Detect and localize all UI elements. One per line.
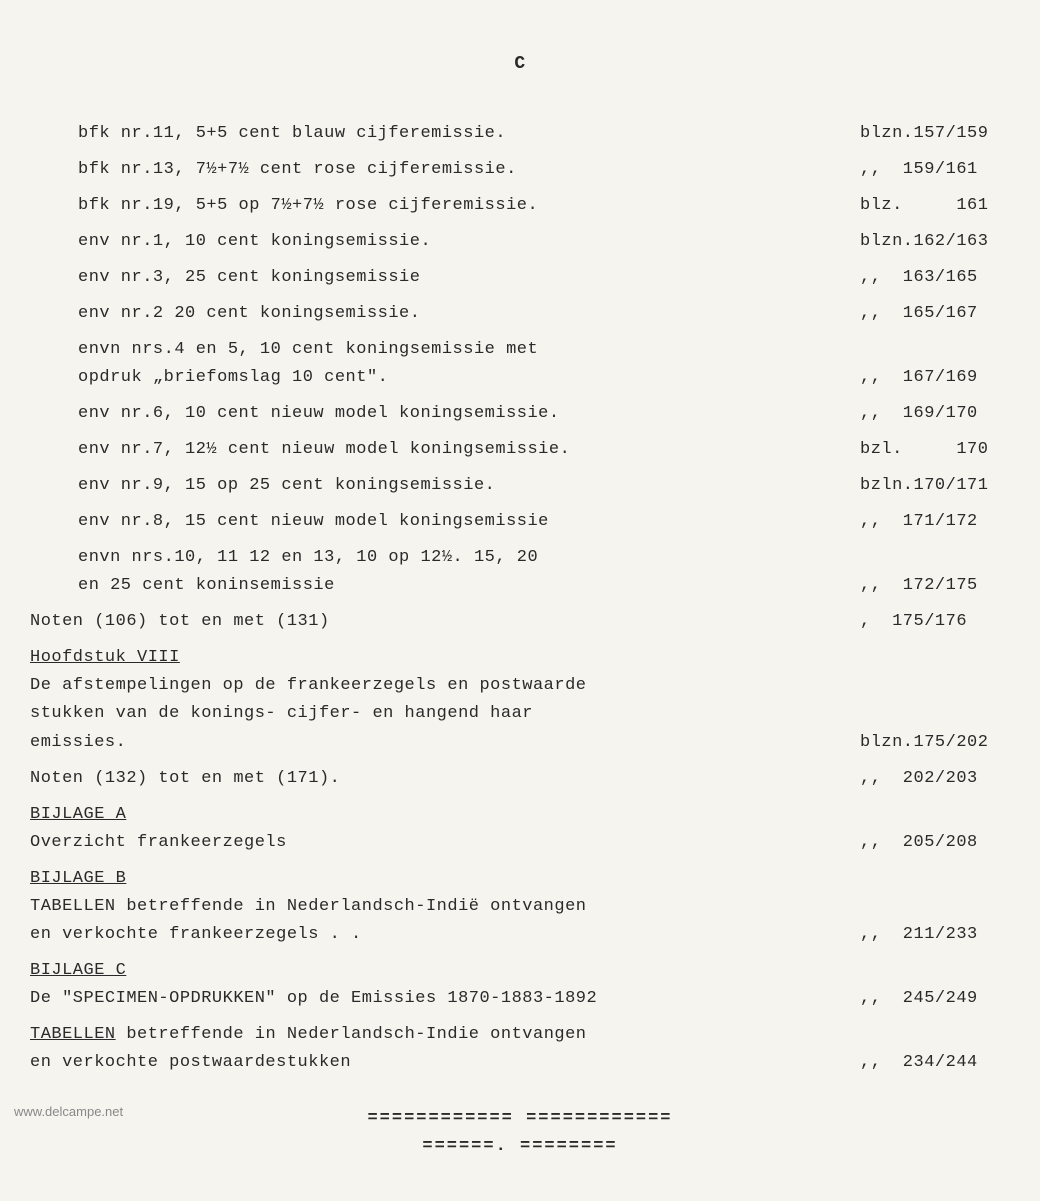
entry-pageref: ,, 159/161 [842, 156, 1010, 184]
section-body: TABELLEN betreffende in Nederlandsch-Ind… [30, 1021, 842, 1077]
toc-entry: env nr.9, 15 op 25 cent koningsemissie.b… [30, 472, 1010, 500]
toc-entry: env nr.8, 15 cent nieuw model koningsemi… [30, 508, 1010, 536]
section-pageref: blzn.175/202 [842, 729, 1010, 757]
section-pageref: ,, 245/249 [842, 985, 1010, 1013]
toc-entry: env nr.7, 12½ cent nieuw model koningsem… [30, 436, 1010, 464]
entry-pageref [842, 336, 1010, 364]
section-body: TABELLEN betreffende in Nederlandsch-Ind… [30, 893, 842, 949]
section-title: BIJLAGE A [30, 801, 1010, 829]
entry-text: opdruk „briefomslag 10 cent". [30, 364, 842, 392]
entry-text: Noten (106) tot en met (131) [30, 608, 842, 636]
section: BIJLAGE AOverzicht frankeerzegels,, 205/… [30, 801, 1010, 857]
section-body: De "SPECIMEN-OPDRUKKEN" op de Emissies 1… [30, 985, 842, 1013]
entry-pageref: blzn.162/163 [842, 228, 1010, 256]
toc-entry: env nr.6, 10 cent nieuw model koningsemi… [30, 400, 1010, 428]
section: Hoofdstuk VIIIDe afstempelingen op de fr… [30, 644, 1010, 756]
entry-text: bfk nr.13, 7½+7½ cent rose cijferemissie… [30, 156, 842, 184]
toc-entry-multiline: envn nrs.10, 11 12 en 13, 10 op 12½. 15,… [30, 544, 1010, 600]
entry-pageref [842, 544, 1010, 572]
entry-text: env nr.9, 15 op 25 cent koningsemissie. [30, 472, 842, 500]
toc-entry: bfk nr.11, 5+5 cent blauw cijferemissie.… [30, 120, 1010, 148]
entry-pageref: ,, 165/167 [842, 300, 1010, 328]
toc-entry: bfk nr.19, 5+5 op 7½+7½ rose cijferemiss… [30, 192, 1010, 220]
entry-pageref: ,, 163/165 [842, 264, 1010, 292]
section-pageref: ,, 211/233 [842, 921, 1010, 949]
toc-entry: env nr.2 20 cent koningsemissie.,, 165/1… [30, 300, 1010, 328]
entry-pageref: ,, 167/169 [842, 364, 1010, 392]
entry-text: env nr.2 20 cent koningsemissie. [30, 300, 842, 328]
entry-text: bfk nr.11, 5+5 cent blauw cijferemissie. [30, 120, 842, 148]
entry-text: env nr.7, 12½ cent nieuw model koningsem… [30, 436, 842, 464]
entry-pageref: , 175/176 [842, 608, 1010, 636]
section-title: Hoofdstuk VIII [30, 644, 1010, 672]
section-pageref: ,, 205/208 [842, 829, 1010, 857]
separator: ============ ==================. =======… [30, 1105, 1010, 1161]
entry-pageref: ,, 171/172 [842, 508, 1010, 536]
toc-entry: bfk nr.13, 7½+7½ cent rose cijferemissie… [30, 156, 1010, 184]
section: BIJLAGE BTABELLEN betreffende in Nederla… [30, 865, 1010, 949]
content-body: bfk nr.11, 5+5 cent blauw cijferemissie.… [30, 120, 1010, 1161]
toc-entry-multiline: envn nrs.4 en 5, 10 cent koningsemissie … [30, 336, 1010, 392]
entry-text: envn nrs.4 en 5, 10 cent koningsemissie … [30, 336, 842, 364]
entry-text: envn nrs.10, 11 12 en 13, 10 op 12½. 15,… [30, 544, 842, 572]
page-marker: C [30, 50, 1010, 80]
section-title: BIJLAGE B [30, 865, 1010, 893]
section-pageref: ,, 234/244 [842, 1049, 1010, 1077]
entry-pageref: bzln.170/171 [842, 472, 1010, 500]
entry-pageref: ,, 169/170 [842, 400, 1010, 428]
toc-entry: env nr.3, 25 cent koningsemissie,, 163/1… [30, 264, 1010, 292]
entry-text: bfk nr.19, 5+5 op 7½+7½ rose cijferemiss… [30, 192, 842, 220]
section-body: Overzicht frankeerzegels [30, 829, 842, 857]
entry-text: env nr.3, 25 cent koningsemissie [30, 264, 842, 292]
entry-pageref: blz. 161 [842, 192, 1010, 220]
entry-text: env nr.8, 15 cent nieuw model koningsemi… [30, 508, 842, 536]
section-title: BIJLAGE C [30, 957, 1010, 985]
entry-text: Noten (132) tot en met (171). [30, 765, 842, 793]
toc-entry: Noten (132) tot en met (171).,, 202/203 [30, 765, 1010, 793]
watermark: www.delcampe.net [14, 1101, 123, 1122]
entry-text: env nr.1, 10 cent koningsemissie. [30, 228, 842, 256]
toc-entry: Noten (106) tot en met (131), 175/176 [30, 608, 1010, 636]
entry-pageref: ,, 172/175 [842, 572, 1010, 600]
section: TABELLEN betreffende in Nederlandsch-Ind… [30, 1021, 1010, 1077]
toc-entry: env nr.1, 10 cent koningsemissie.blzn.16… [30, 228, 1010, 256]
entry-text: en 25 cent koninsemissie [30, 572, 842, 600]
section-body: De afstempelingen op de frankeerzegels e… [30, 672, 842, 756]
entry-pageref: ,, 202/203 [842, 765, 1010, 793]
entry-pageref: blzn.157/159 [842, 120, 1010, 148]
entry-text: env nr.6, 10 cent nieuw model koningsemi… [30, 400, 842, 428]
entry-pageref: bzl. 170 [842, 436, 1010, 464]
section: BIJLAGE CDe "SPECIMEN-OPDRUKKEN" op de E… [30, 957, 1010, 1013]
